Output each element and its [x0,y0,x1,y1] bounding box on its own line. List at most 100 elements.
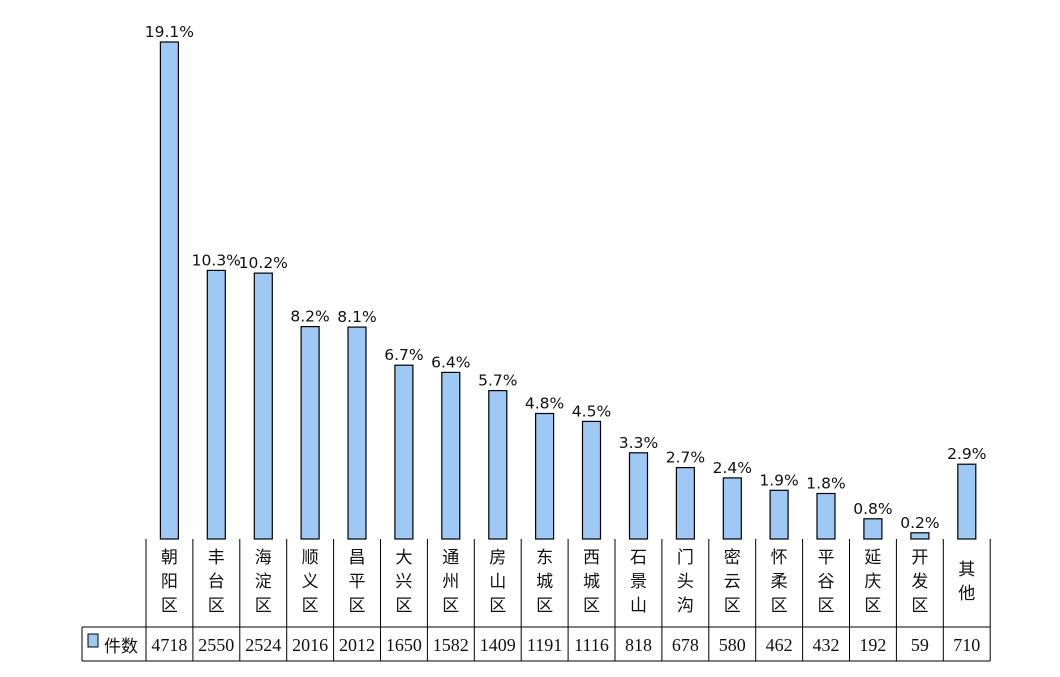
category-label: 开 [911,548,928,568]
legend-swatch [87,633,99,648]
bar [910,532,930,540]
category-label: 朝 [161,548,178,568]
category-label: 柔 [771,572,788,592]
value-label: 2012 [339,635,375,655]
bar [816,492,836,540]
percent-label: 2.4% [713,459,752,477]
category-label: 区 [442,596,459,616]
category-label: 区 [724,596,741,616]
bar [722,477,742,540]
category-label: 区 [302,596,319,616]
category-label: 头 [677,572,694,592]
value-label: 1650 [386,635,422,655]
percent-label: 6.7% [384,346,423,364]
percent-label: 8.1% [337,308,376,326]
value-label: 818 [625,635,652,655]
value-label: 580 [719,635,746,655]
bars-layer [159,41,977,540]
percent-label: 5.7% [478,372,517,390]
value-label: 1409 [480,635,516,655]
category-label: 阳 [161,572,178,592]
category-label: 区 [818,596,835,616]
data-table: 朝阳区4718丰台区2550海淀区2524顺义区2016昌平区2012大兴区16… [81,539,991,662]
category-label: 城 [583,572,600,592]
bar [206,269,226,540]
bar [159,41,179,540]
bar [300,326,320,540]
value-label: 710 [953,635,980,655]
bar [347,326,367,540]
category-label: 谷 [818,572,835,592]
percent-label: 6.4% [431,353,470,371]
value-label: 192 [859,635,886,655]
bar [675,467,696,540]
category-label: 区 [583,596,600,616]
bar [957,463,977,540]
category-label: 景 [630,572,647,592]
category-label: 密 [724,548,741,568]
percent-label: 0.2% [900,514,939,532]
value-label: 462 [766,635,793,655]
percent-label: 19.1% [145,23,194,41]
percent-label: 2.7% [666,449,705,467]
value-label: 1116 [574,635,609,655]
category-label: 其 [958,560,975,580]
bar [394,364,414,540]
value-label: 1191 [527,635,562,655]
legend: 件数 [87,633,138,657]
value-label: 2550 [198,635,234,655]
category-label: 区 [161,596,178,616]
category-label: 台 [208,572,225,592]
category-label: 庆 [864,572,881,592]
category-label: 海 [255,548,272,568]
percent-label: 8.2% [290,308,329,326]
category-label: 区 [349,596,366,616]
value-label: 4718 [151,635,187,655]
category-label: 发 [911,572,928,592]
percent-label: 1.9% [759,471,798,489]
category-label: 云 [724,572,741,592]
category-label: 丰 [208,548,225,568]
category-label: 义 [302,572,319,592]
value-label: 678 [672,635,699,655]
category-label: 怀 [771,548,788,568]
percent-label: 2.9% [947,445,986,463]
category-label: 区 [208,596,225,616]
category-label: 平 [818,548,835,568]
category-label: 他 [958,584,975,604]
category-label: 区 [864,596,881,616]
bar [253,272,273,540]
bar [863,518,883,540]
bar [488,390,508,540]
category-label: 区 [255,596,272,616]
category-label: 沟 [677,596,694,616]
category-label: 淀 [255,572,272,592]
bar [769,489,789,540]
bar [534,412,555,540]
category-label: 区 [489,596,506,616]
category-label: 顺 [302,548,319,568]
value-label: 432 [813,635,840,655]
category-label: 兴 [395,572,412,592]
category-label: 城 [536,572,553,592]
category-label: 平 [349,572,366,592]
category-label: 昌 [349,548,366,568]
percent-label: 4.8% [525,395,564,413]
category-label: 区 [911,596,928,616]
legend-label: 件数 [104,637,138,657]
category-label: 石 [630,548,647,568]
percent-labels-layer: 19.1% 10.3%10.2% 8.2% 8.1% 6.7% 6.4% 5.7% 4.8% 4… [145,23,987,532]
category-label: 西 [583,548,600,568]
category-label: 区 [536,596,553,616]
percent-label: 10.3% [192,251,241,269]
bar [581,420,602,540]
percent-label: 10.2% [239,254,288,272]
bar [441,371,461,540]
percent-label: 4.5% [572,402,611,420]
value-label: 59 [911,635,929,655]
category-label: 区 [771,596,788,616]
category-label: 区 [395,596,412,616]
category-label: 州 [442,572,459,592]
value-label: 2016 [292,635,328,655]
